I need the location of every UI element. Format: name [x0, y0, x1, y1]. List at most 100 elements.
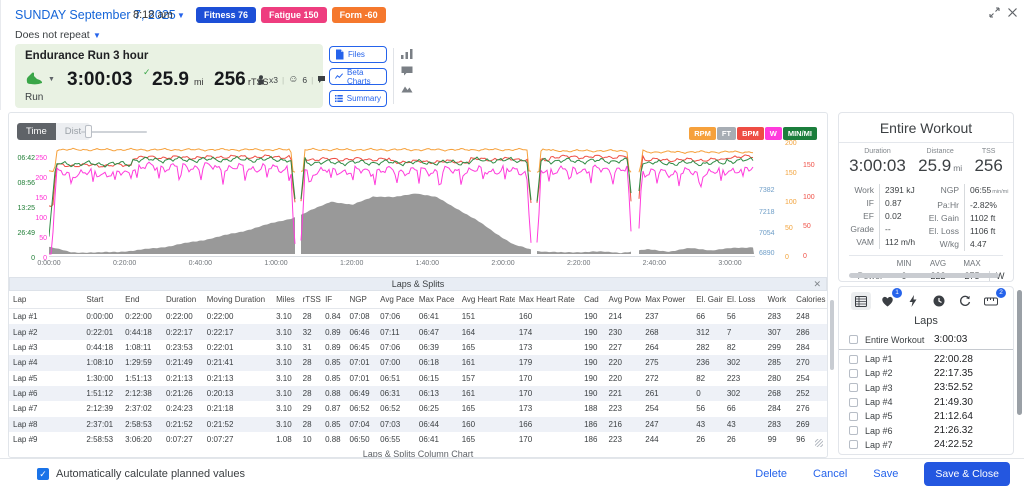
equipment-icon[interactable] — [257, 74, 265, 85]
column-header[interactable]: End — [121, 291, 162, 309]
metric-badge[interactable]: Form -60 — [331, 7, 386, 23]
column-header[interactable]: Miles — [272, 291, 299, 309]
table-row[interactable]: Lap #6 1:51:12 2:12:38 0:21:26 0:20:13 3.10 28… — [9, 385, 827, 402]
table-row[interactable]: Lap #8 2:37:01 2:58:53 0:21:52 0:21:52 3.10 28… — [9, 416, 827, 432]
repeat-select[interactable]: Does not repeat — [15, 29, 90, 41]
start-time-value[interactable]: 8:18 am — [133, 9, 173, 21]
tab-laps-table[interactable] — [851, 292, 871, 310]
cell: 179 — [518, 358, 533, 368]
workout-graph[interactable] — [49, 141, 754, 257]
column-chart-icon[interactable] — [401, 48, 413, 59]
column-header[interactable]: Duration — [161, 291, 203, 309]
table-close-icon[interactable]: ✕ — [813, 279, 821, 289]
lap-checkbox[interactable] — [849, 397, 858, 407]
summary-button[interactable]: Summary — [329, 90, 387, 107]
column-header[interactable]: El. Gain — [692, 291, 723, 309]
toggle-time[interactable]: Time — [17, 123, 56, 140]
axis-tick: 50 — [39, 235, 47, 242]
table-row[interactable]: Lap #5 1:30:00 1:51:13 0:21:13 0:21:13 3.10 28… — [9, 371, 827, 386]
column-header[interactable]: Avg Power — [604, 291, 642, 309]
toggle-dist[interactable]: Dist — [55, 123, 91, 140]
tab-heart-rate[interactable]: 1 — [877, 288, 902, 310]
table-row[interactable]: Lap #3 0:44:18 1:08:11 0:23:53 0:22:01 3.10 31… — [9, 340, 827, 355]
table-row[interactable]: Lap #1 0:00:00 0:22:00 0:22:00 0:22:00 3.10 28… — [9, 309, 827, 325]
lap-list-item[interactable]: Lap #5 21:12.64 — [839, 409, 1013, 423]
repeat-caret-icon[interactable]: ▼ — [93, 31, 101, 40]
summary-hscrollbar[interactable] — [849, 273, 999, 278]
expand-icon[interactable] — [989, 7, 1000, 18]
lap-list-item[interactable]: Lap #2 22:17.35 — [839, 366, 1013, 380]
sport-caret-icon[interactable]: ▼ — [48, 76, 55, 83]
legend-chip-minmi[interactable]: MIN/MI — [782, 127, 817, 140]
column-header[interactable]: El. Loss — [722, 291, 764, 309]
cell: 06:45 — [349, 342, 370, 352]
column-header[interactable]: NGP — [345, 291, 377, 309]
column-header[interactable]: Avg Pace — [376, 291, 415, 309]
lap-list-item[interactable]: Lap #7 24:22.52 — [839, 438, 1013, 452]
comments-panel-icon[interactable] — [401, 66, 413, 76]
elevation-panel-icon[interactable] — [401, 84, 413, 93]
files-button[interactable]: Files — [329, 46, 387, 63]
tab-cadence[interactable] — [955, 292, 975, 310]
tab-power[interactable] — [903, 292, 923, 310]
lap-list-item[interactable]: Lap #1 22:00.28 — [839, 352, 1013, 366]
table-row[interactable]: Lap #9 2:58:53 3:06:20 0:07:27 0:07:27 1.08 10… — [9, 432, 827, 447]
legend-chip-bpm[interactable]: BPM — [737, 127, 764, 140]
column-header[interactable]: Calories — [792, 291, 827, 309]
axis-tick: 100 — [35, 215, 47, 222]
column-header[interactable]: Moving Duration — [202, 291, 273, 309]
lap-checkbox[interactable] — [849, 368, 858, 378]
lap-checkbox[interactable] — [849, 426, 858, 436]
resize-handle[interactable] — [815, 439, 823, 447]
lap-checkbox[interactable] — [849, 440, 858, 450]
panel-scrollbar[interactable] — [1017, 290, 1022, 415]
run-sport-icon[interactable] — [25, 71, 44, 86]
time-caret-icon[interactable]: ▼ — [177, 11, 185, 20]
cell: 190 — [584, 312, 598, 322]
column-header[interactable]: Max Heart Rate — [514, 291, 581, 309]
lap-checkbox[interactable] — [849, 335, 858, 344]
legend-chip-w[interactable]: W — [764, 127, 782, 140]
column-header[interactable]: Cad — [580, 291, 605, 309]
lap-list-item[interactable]: Lap #3 23:52.52 — [839, 381, 1013, 395]
save-button[interactable]: Save — [873, 467, 899, 480]
column-header[interactable]: Start — [82, 291, 122, 309]
close-icon[interactable] — [1007, 7, 1018, 18]
feel-icon[interactable]: ☺ — [288, 74, 299, 85]
column-header[interactable]: Lap — [9, 291, 83, 309]
table-row[interactable]: Lap #4 1:08:10 1:29:59 0:21:49 0:21:41 3.10 28… — [9, 355, 827, 371]
cancel-button[interactable]: Cancel — [813, 467, 848, 480]
column-header[interactable]: rTSS — [298, 291, 322, 309]
zoom-slider-track[interactable] — [81, 131, 147, 133]
cell: 244 — [645, 435, 659, 445]
cell: 0:22:00 — [165, 312, 193, 322]
column-header[interactable]: Avg Heart Rate — [457, 291, 515, 309]
metric-badge[interactable]: Fitness 76 — [196, 7, 257, 23]
zoom-slider-handle[interactable] — [85, 125, 92, 138]
tab-time[interactable] — [929, 292, 949, 310]
table-row[interactable]: Lap #7 2:12:39 2:37:02 0:24:23 0:21:18 3.10 29… — [9, 401, 827, 416]
metric-badge[interactable]: Fatigue 150 — [261, 7, 327, 23]
tab-distance[interactable]: 2 — [981, 288, 1006, 310]
save-close-button[interactable]: Save & Close — [924, 461, 1010, 486]
column-header[interactable]: Work — [763, 291, 793, 309]
content-scrollbar[interactable] — [830, 300, 834, 370]
column-header[interactable]: Max Pace — [414, 291, 458, 309]
legend-chip-rpm[interactable]: RPM — [689, 127, 716, 140]
lap-checkbox[interactable] — [849, 383, 858, 393]
lap-list-item[interactable]: Entire Workout 3:00:03 — [839, 331, 1013, 348]
column-chart-link[interactable]: Laps & Splits Column Chart — [362, 449, 474, 458]
cell: 151 — [461, 312, 476, 322]
lap-checkbox[interactable] — [849, 354, 858, 364]
column-header[interactable]: Max Power — [641, 291, 693, 309]
beta-charts-button[interactable]: Beta Charts — [329, 68, 387, 86]
lap-list-item[interactable]: Lap #4 21:49.30 — [839, 395, 1013, 409]
column-header[interactable]: IF — [321, 291, 346, 309]
auto-calc-checkbox[interactable]: ✓ — [37, 467, 49, 480]
comment-icon[interactable] — [317, 75, 326, 84]
lap-list-item[interactable]: Lap #6 21:26.32 — [839, 423, 1013, 437]
legend-chip-ft[interactable]: FT — [716, 127, 737, 140]
table-row[interactable]: Lap #2 0:22:01 0:44:18 0:22:17 0:22:17 3.10 32… — [9, 324, 827, 340]
lap-checkbox[interactable] — [849, 411, 858, 421]
delete-button[interactable]: Delete — [755, 467, 788, 480]
